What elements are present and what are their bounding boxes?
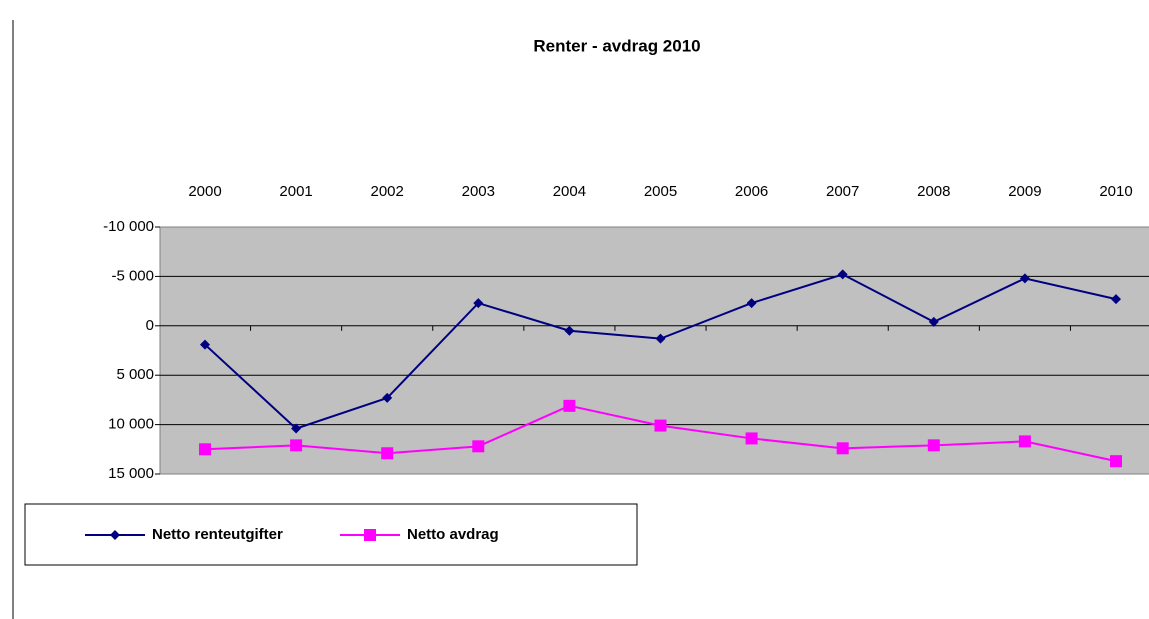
- data-point: [564, 325, 575, 336]
- x-tick-label: 2010: [1099, 183, 1132, 200]
- x-tick-label: 2008: [917, 183, 950, 200]
- data-point: [563, 399, 576, 412]
- x-tick-label: 2006: [735, 183, 768, 200]
- y-tick-label: 0: [146, 317, 154, 334]
- data-point: [1019, 273, 1030, 284]
- plot-area: [159, 226, 1149, 475]
- x-tick-label: 2007: [826, 183, 859, 200]
- x-tick-label: 2002: [371, 183, 404, 200]
- data-point: [1110, 455, 1122, 468]
- data-point: [199, 443, 211, 456]
- y-tick-label: -5 000: [111, 267, 154, 284]
- y-tick-label: 5 000: [116, 366, 154, 383]
- legend-label: Netto renteutgifter: [152, 526, 283, 543]
- data-point: [745, 432, 758, 445]
- y-tick-label: 15 000: [108, 465, 154, 482]
- data-point: [836, 442, 849, 455]
- data-point: [837, 269, 848, 280]
- data-point: [1018, 435, 1031, 448]
- x-tick-label: 2001: [279, 183, 312, 200]
- data-point: [200, 339, 210, 350]
- y-tick-label: -10 000: [103, 218, 154, 235]
- legend-marker: [110, 530, 120, 540]
- data-point: [291, 423, 302, 434]
- data-point: [290, 439, 303, 452]
- data-point: [1111, 294, 1121, 305]
- x-tick-label: 2009: [1008, 183, 1041, 200]
- legend-label: Netto avdrag: [407, 526, 499, 543]
- x-tick-label: 2000: [188, 183, 221, 200]
- data-point: [928, 316, 939, 327]
- data-point: [746, 298, 757, 309]
- data-point: [655, 333, 666, 344]
- x-tick-label: 2005: [644, 183, 677, 200]
- x-tick-label: 2003: [462, 183, 495, 200]
- data-point: [473, 298, 484, 309]
- chart-title: Renter - avdrag 2010: [533, 36, 700, 55]
- data-point: [472, 440, 485, 453]
- data-point: [927, 439, 940, 452]
- data-point: [381, 447, 394, 460]
- legend-marker: [364, 529, 376, 541]
- data-point: [654, 419, 667, 432]
- data-point: [382, 392, 393, 403]
- y-tick-label: 10 000: [108, 416, 154, 433]
- x-tick-label: 2004: [553, 183, 586, 200]
